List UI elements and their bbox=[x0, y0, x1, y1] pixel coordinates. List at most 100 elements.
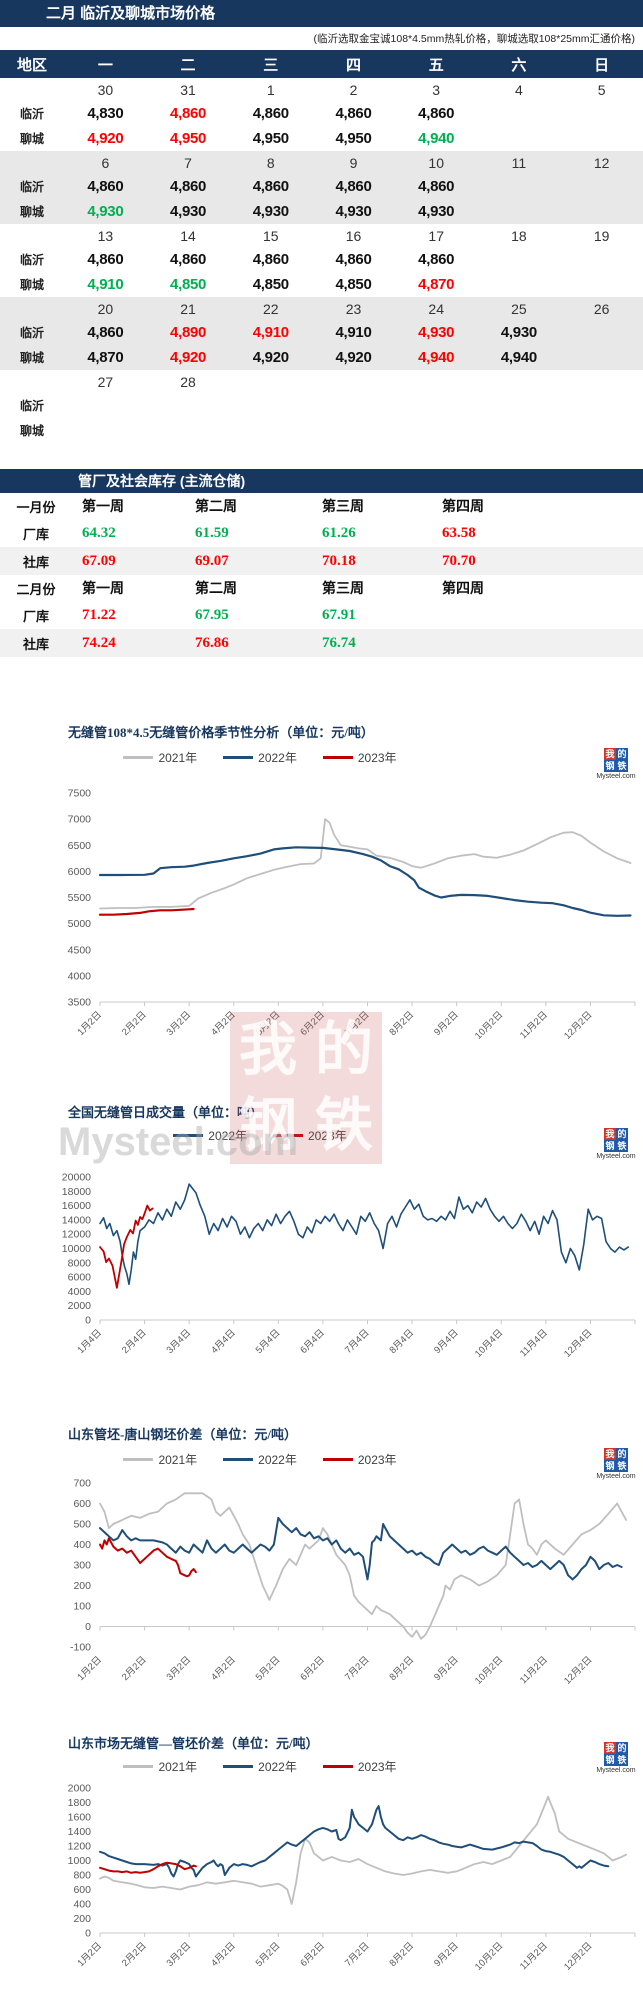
price-cell: 4,860 bbox=[87, 251, 124, 268]
logo-character: 我 bbox=[604, 1448, 616, 1460]
legend-line-swatch bbox=[223, 1764, 254, 1768]
price-cell: 4,930 bbox=[418, 203, 455, 220]
mysteel-logo-caption: Mysteel.com bbox=[596, 1473, 636, 1480]
price-row-linyi: 临沂 4,830 4,860 4,860 4,860 4,860 bbox=[0, 101, 643, 126]
x-axis-tick-label: 6月2日 bbox=[298, 1940, 327, 1969]
price-cell: 4,860 bbox=[335, 105, 372, 122]
y-axis-tick-label: 200 bbox=[73, 1913, 91, 1925]
date-cell: 8 bbox=[266, 154, 275, 171]
legend-line-swatch bbox=[322, 1764, 353, 1768]
date-cell: 7 bbox=[184, 154, 192, 171]
date-cell: 2 bbox=[349, 81, 358, 98]
legend-item: 2021年 bbox=[123, 749, 197, 766]
x-axis-tick-label: 9月2日 bbox=[432, 1654, 461, 1683]
y-axis-tick-label: 20000 bbox=[62, 1172, 91, 1184]
date-cell: 4 bbox=[515, 81, 523, 98]
legend-label: 2023年 bbox=[357, 750, 397, 765]
chart-seamless-billet-spread: 山东市场无缝管—管坯价差（单位：元/吨） 2021年 2022年 2023年 0 20… bbox=[0, 1734, 643, 1990]
price-cell: 4,860 bbox=[418, 251, 455, 268]
calendar-header-row: 地区 一 二 三 四 五 六 日 bbox=[0, 50, 643, 78]
y-axis-tick-label: 600 bbox=[73, 1884, 91, 1896]
legend-line-swatch bbox=[273, 1133, 303, 1137]
x-axis-tick-label: 11月2日 bbox=[518, 1654, 550, 1686]
chart-legend: 2021年 2022年 2023年 bbox=[0, 749, 520, 765]
legend-label: 2022年 bbox=[258, 1452, 297, 1467]
inventory-value: 67.09 bbox=[82, 552, 116, 569]
legend-line-swatch bbox=[123, 1764, 154, 1768]
series-line-2021年 bbox=[99, 1492, 627, 1640]
date-cell: 18 bbox=[511, 227, 527, 244]
price-row-linyi: 临沂 4,860 4,890 4,910 4,910 4,930 4,930 bbox=[0, 320, 643, 345]
date-cell: 20 bbox=[97, 300, 114, 317]
inventory-row-label: 社库 bbox=[22, 554, 49, 570]
y-axis-tick-label: 1600 bbox=[68, 1812, 92, 1824]
series-line-2023年 bbox=[99, 1537, 197, 1578]
inventory-week-header: 第四周 bbox=[442, 582, 484, 597]
x-axis-tick-label: 8月2日 bbox=[388, 1009, 417, 1038]
legend-item: 2023年 bbox=[273, 1127, 347, 1144]
price-cell: 4,930 bbox=[170, 203, 207, 220]
date-cell: 9 bbox=[349, 154, 358, 171]
legend-label: 2022年 bbox=[258, 1759, 297, 1774]
week-block: 27 28 临沂 聊城 bbox=[0, 370, 643, 443]
chart-title: 山东市场无缝管—管坯价差（单位：元/吨） bbox=[68, 1736, 319, 1751]
logo-character: 的 bbox=[616, 1448, 628, 1460]
inventory-value: 76.74 bbox=[322, 634, 356, 651]
inventory-week-header: 第三周 bbox=[322, 500, 364, 515]
logo-character: 的 bbox=[616, 748, 628, 760]
x-axis-tick-label: 8月2日 bbox=[388, 1940, 417, 1969]
inventory-value: 70.70 bbox=[442, 552, 476, 569]
legend-label: 2021年 bbox=[158, 1452, 198, 1467]
day-header-wed: 三 bbox=[263, 56, 279, 74]
price-cell: 4,930 bbox=[335, 203, 372, 220]
legend-line-swatch bbox=[223, 1457, 254, 1461]
inventory-month-header: 一月份 第一周 第二周 第三周 第四周 bbox=[0, 493, 643, 519]
price-cell: 4,930 bbox=[500, 324, 537, 341]
x-axis-tick-label: 10月2日 bbox=[473, 1654, 505, 1686]
inventory-value: 67.95 bbox=[195, 606, 229, 623]
x-axis-tick-label: 6月2日 bbox=[298, 1009, 327, 1038]
date-row: 20 21 22 23 24 25 26 bbox=[0, 297, 643, 320]
x-axis-tick-label: 4月2日 bbox=[209, 1654, 238, 1683]
x-axis-tick-label: 5月2日 bbox=[254, 1009, 283, 1038]
logo-character: 钢 bbox=[604, 1140, 616, 1152]
chart-billet-spread: 山东管坯-唐山钢坯价差（单位：元/吨） 2021年 2022年 2023年 -100… bbox=[0, 1425, 643, 1704]
y-axis-tick-label: 0 bbox=[85, 1621, 91, 1633]
price-cell: 4,950 bbox=[170, 130, 207, 147]
week-block: 13 14 15 16 17 18 19 临沂 4,860 4,860 4,860 4,860 4,86… bbox=[0, 224, 643, 297]
price-cell: 4,860 bbox=[170, 178, 207, 195]
region-label: 临沂 bbox=[19, 399, 44, 413]
inventory-row-label: 社库 bbox=[22, 636, 49, 652]
y-axis-tick-label: 600 bbox=[73, 1498, 91, 1510]
y-axis-tick-label: 18000 bbox=[62, 1186, 91, 1198]
logo-character: 我 bbox=[604, 1742, 616, 1754]
mysteel-logo-caption: Mysteel.com bbox=[596, 773, 636, 780]
legend-label: 2021年 bbox=[158, 750, 198, 765]
x-axis-tick-label: 12月4日 bbox=[562, 1327, 594, 1359]
date-cell: 24 bbox=[428, 300, 444, 317]
x-axis-tick-label: 12月2日 bbox=[562, 1009, 594, 1041]
y-axis-tick-label: 100 bbox=[73, 1601, 91, 1613]
mysteel-logo-caption: Mysteel.com bbox=[596, 1153, 636, 1160]
x-axis-tick-label: 7月2日 bbox=[343, 1009, 372, 1038]
x-axis-tick-label: 7月4日 bbox=[343, 1327, 372, 1356]
billet-spread-plot: -100 0 100 200 300 400 500 600 700 1月2日 2月2日 3月2日 4月… bbox=[70, 1478, 636, 1687]
legend-label: 2023年 bbox=[308, 1128, 347, 1143]
region-label: 聊城 bbox=[19, 351, 44, 365]
region-label: 聊城 bbox=[19, 278, 44, 292]
series-line-2022年 bbox=[98, 846, 632, 917]
y-axis-tick-label: 5000 bbox=[68, 918, 92, 930]
region-header: 地区 bbox=[16, 56, 47, 74]
y-axis-tick-label: 300 bbox=[73, 1560, 91, 1572]
inventory-week-header: 第二周 bbox=[195, 500, 237, 515]
price-cell: 4,860 bbox=[87, 324, 124, 341]
x-axis-tick-label: 3月2日 bbox=[165, 1940, 194, 1969]
y-axis-tick-label: 0 bbox=[85, 1928, 91, 1940]
logo-character: 的 bbox=[616, 1128, 628, 1140]
date-cell: 23 bbox=[345, 300, 362, 317]
inventory-row: 社库 67.09 69.07 70.18 70.70 bbox=[0, 547, 643, 575]
x-axis-tick-label: 11月4日 bbox=[518, 1327, 550, 1359]
y-axis-tick-label: 14000 bbox=[62, 1214, 91, 1226]
logo-character: 我 bbox=[604, 1128, 616, 1140]
x-axis-tick-label: 6月2日 bbox=[298, 1654, 327, 1683]
